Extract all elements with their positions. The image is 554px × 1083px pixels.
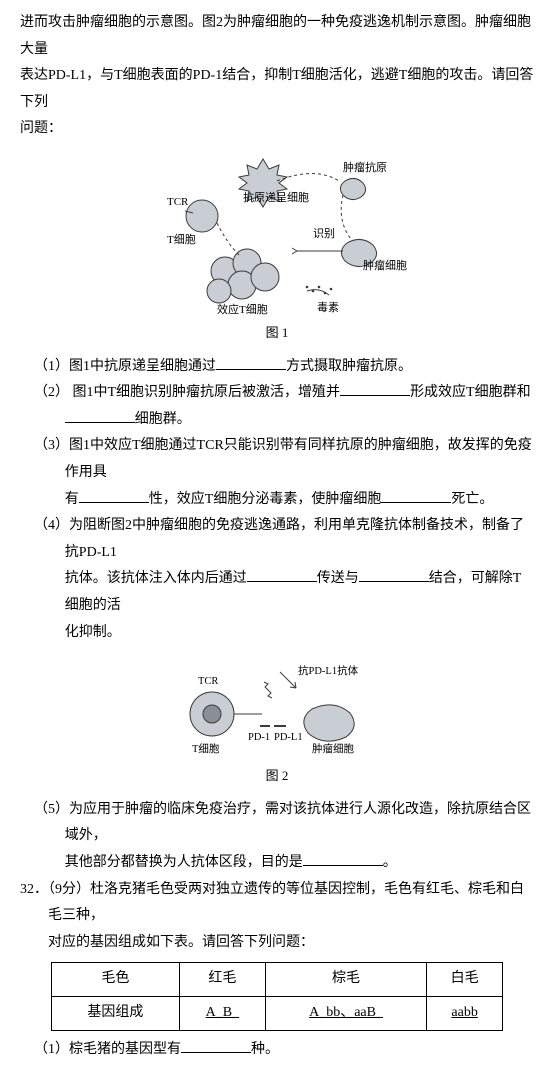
table-row: 基因组成 A_B_ A_bb、aaB_ aabb — [51, 997, 502, 1031]
fig1-recognize-label: 识别 — [313, 227, 335, 240]
blank-q1 — [216, 355, 286, 370]
table-cell: A_bb、aaB_ — [265, 997, 426, 1031]
figure-2-caption: 图 2 — [20, 764, 534, 789]
question-5-line2: 其他部分都替换为人抗体区段，目的是。 — [20, 850, 534, 877]
blank-q5 — [303, 851, 383, 866]
table-cell: 毛色 — [51, 963, 179, 997]
figure-1-caption: 图 1 — [20, 321, 534, 346]
question-32-1: （1）棕毛猪的基因型有种。 — [20, 1037, 534, 1064]
question-2-line2: 细胞群。 — [20, 407, 534, 434]
fig1-tcr-label: TCR — [167, 196, 189, 208]
fig1-tcell-label: T细胞 — [167, 233, 196, 246]
question-4-line2: 抗体。该抗体注入体内后通过传送与结合，可解除T细胞的活 — [20, 566, 534, 619]
fig2-ab-label: 抗PD-L1抗体 — [298, 664, 359, 677]
question-3-line2: 有性，效应T细胞分泌毒素，使肿瘤细胞死亡。 — [20, 487, 534, 514]
blank-q32-1 — [181, 1038, 251, 1053]
fig1-apc-label: 抗原递呈细胞 — [243, 190, 309, 204]
fig2-pdl1-label: PD-L1 — [274, 732, 303, 743]
blank-q4a — [247, 567, 317, 582]
fig2-tcell-label: T细胞 — [192, 742, 220, 755]
fig1-effector-label: 效应T细胞 — [217, 302, 268, 316]
question-3: （3）图1中效应T细胞通过TCR只能识别带有同样抗原的肿瘤细胞，故发挥的免疫作用… — [20, 433, 534, 486]
figure-2: TCR T细胞 抗PD-L1抗体 PD-1 PD-L1 肿瘤细胞 图 2 — [20, 654, 534, 789]
fig2-tcr-label: TCR — [198, 676, 218, 687]
blank-q3a — [79, 488, 149, 503]
table-cell: 白毛 — [427, 963, 503, 997]
table-cell: 棕毛 — [265, 963, 426, 997]
question-32-line2: 对应的基因组成如下表。请回答下列问题： — [20, 930, 534, 957]
table-cell: 红毛 — [179, 963, 265, 997]
fig1-toxin-label: 毒素 — [317, 301, 339, 314]
table-cell: aabb — [427, 997, 503, 1031]
question-4: （4）为阻断图2中肿瘤细胞的免疫逃逸通路，利用单克隆抗体制备技术，制备了抗PD-… — [20, 513, 534, 566]
blank-q2b — [65, 408, 135, 423]
blank-q2a — [340, 381, 410, 396]
question-4-line3: 化抑制。 — [20, 620, 534, 647]
table-cell: A_B_ — [179, 997, 265, 1031]
blank-q3b — [381, 488, 451, 503]
question-5: （5）为应用于肿瘤的临床免疫治疗，需对该抗体进行人源化改造，除抗原结合区域外， — [20, 797, 534, 850]
question-32: 32．（9分）杜洛克猪毛色受两对独立遗传的等位基因控制，毛色有红毛、棕毛和白毛三… — [20, 877, 534, 930]
intro-line-3: 问题： — [20, 116, 534, 143]
question-2: （2） 图1中T细胞识别肿瘤抗原后被激活，增殖并形成效应T细胞群和 — [20, 380, 534, 407]
table-cell: 基因组成 — [51, 997, 179, 1031]
table-row: 毛色 红毛 棕毛 白毛 — [51, 963, 502, 997]
question-1: （1）图1中抗原递呈细胞通过方式摄取肿瘤抗原。 — [20, 354, 534, 381]
intro-line-1: 进而攻击肿瘤细胞的示意图。图2为肿瘤细胞的一种免疫逃逸机制示意图。肿瘤细胞大量 — [20, 10, 534, 63]
genotype-table: 毛色 红毛 棕毛 白毛 基因组成 A_B_ A_bb、aaB_ aabb — [51, 962, 503, 1030]
intro-line-2: 表达PD-L1，与T细胞表面的PD-1结合，抑制T细胞活化，逃避T细胞的攻击。请… — [20, 63, 534, 116]
fig1-tumor-cell-label: 肿瘤细胞 — [363, 258, 407, 272]
fig2-pd1-label: PD-1 — [248, 732, 270, 743]
figure-1: TCR T细胞 抗原递呈细胞 肿瘤抗原 识别 肿瘤细胞 效应T细胞 毒素 图 1 — [20, 151, 534, 346]
fig1-tumor-ag-label: 肿瘤抗原 — [343, 160, 387, 174]
fig2-tumor-label: 肿瘤细胞 — [312, 742, 354, 755]
blank-q4b — [359, 567, 429, 582]
